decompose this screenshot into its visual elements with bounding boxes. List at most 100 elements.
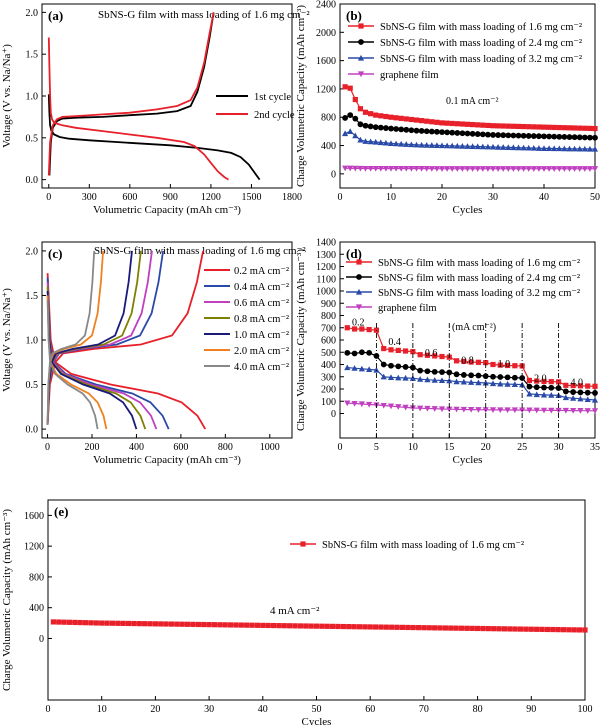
data-point [393,140,400,147]
data-point [319,623,325,629]
data-point [287,623,293,629]
legend-label: graphene film [380,70,439,81]
data-point [423,166,430,172]
data-point [490,123,496,129]
data-point [403,141,410,147]
data-point [460,372,467,378]
data-point [536,133,542,140]
data-point [432,353,438,359]
y-tick-label: 800 [321,113,336,124]
data-point [362,138,369,144]
y-tick-label: 700 [321,323,336,334]
data-point [449,120,455,127]
data-point [515,132,522,139]
data-point [495,166,502,172]
data-point [383,125,389,131]
data-point [313,623,320,629]
data-point [373,366,380,373]
data-point [582,627,588,633]
data-point [544,626,551,633]
panel-d: 0 5 10 15 20 25 30 3501002003004005006007008009… [295,238,600,467]
data-point [523,626,529,632]
panel-e: 0 10 20 30 40 50 60 70 80 90 100 0 400 800 1200 1600 Cyc… [1,499,593,725]
data-point [515,144,522,151]
data-point [556,124,562,131]
data-point [539,626,545,632]
x-tick-label: 900 [163,192,178,203]
y-tick-label: 1.0 [26,336,39,347]
data-point [520,166,527,172]
data-point [270,622,277,629]
data-point [358,365,365,372]
data-point [512,363,518,369]
data-point [368,111,374,117]
series-line [46,250,96,425]
data-point [421,625,427,631]
data-point [474,143,481,150]
data-point [383,113,389,120]
panel-label: (d) [346,246,362,261]
data-point [505,132,512,139]
series-line [47,12,215,176]
data-point [403,116,409,122]
data-point [520,144,527,151]
data-point [520,132,527,139]
data-point [459,166,466,172]
data-point [402,404,409,411]
data-point [484,166,491,172]
data-point [475,372,482,379]
legend-label: 2nd cycle [254,110,295,121]
data-point [142,621,148,627]
data-point [485,131,491,138]
data-point [562,407,569,414]
data-point [540,391,548,398]
data-point [388,125,394,132]
x-tick-label: 15 [444,442,454,453]
chart-title: SbNS-G film with mass loading of 1.6 mg … [94,245,306,257]
data-point [56,619,62,625]
data-point [489,166,497,172]
data-point [464,625,470,631]
data-point [410,624,416,631]
data-point [548,379,554,385]
series-line [47,37,229,181]
panel-label: (a) [48,8,63,23]
data-point [453,378,460,385]
data-point [367,624,373,630]
data-point [431,377,438,383]
data-point [61,619,67,625]
data-point [528,626,534,632]
data-point [562,394,569,401]
x-axis-label: Cycles [453,454,483,466]
data-point [413,117,420,123]
data-point [454,166,461,172]
data-point [104,620,110,626]
data-point [464,166,471,172]
data-point [534,626,540,632]
data-point [201,621,207,628]
data-point [437,625,443,631]
data-point [190,621,196,627]
x-tick-label: 1500 [241,192,261,203]
data-point [444,142,451,149]
data-point [431,368,438,375]
data-point [342,115,348,121]
data-point [402,374,409,381]
data-point [372,165,379,172]
series-line [46,273,207,430]
data-point [474,166,481,172]
series-line [46,282,158,430]
data-point [570,382,576,389]
data-point [468,406,475,413]
series-line [46,250,133,425]
data-point [351,350,358,357]
y-tick-label: 2.0 [26,246,39,257]
data-point [367,123,374,130]
data-point [468,372,475,379]
legend-label: 2.0 mA cm⁻² [234,346,289,357]
data-point [511,407,518,414]
data-point [484,143,491,150]
x-tick-label: 5 [374,442,379,453]
data-point [526,124,532,130]
data-point [571,134,578,141]
